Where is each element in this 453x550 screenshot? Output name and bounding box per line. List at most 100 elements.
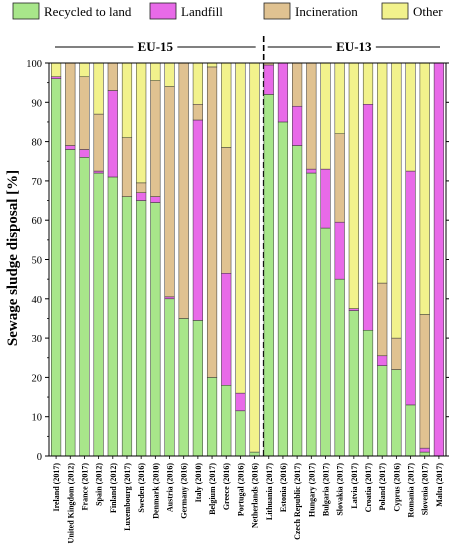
legend-label-landfill: Landfill	[181, 4, 223, 19]
bar-lithuania-2017-recycled-to-land	[263, 94, 274, 457]
bar-poland-2017-incineration	[377, 282, 388, 357]
bar-sweden-2016-other	[136, 62, 147, 184]
bar-netherlands-2016-recycled-to-land	[249, 451, 260, 457]
bar-slovakia-2017-recycled-to-land	[334, 278, 345, 457]
bar-slovenia-2017-landfill	[419, 447, 430, 453]
y-tick-label: 60	[32, 216, 43, 227]
bar-ireland-2017-recycled-to-land	[51, 78, 62, 457]
legend-label-incineration: Incineration	[295, 4, 358, 19]
bar-cyprus-2016-other	[391, 62, 402, 339]
x-tick-label: Hungary (2017)	[307, 463, 316, 517]
bar-denmark-2010-recycled-to-land	[150, 202, 161, 457]
legend-swatch-landfill	[149, 2, 177, 20]
bar-latvia-2017-landfill	[348, 308, 359, 311]
bar-spain-2012-other	[93, 62, 104, 115]
bar-italy-2010-other	[192, 62, 203, 105]
bar-slovenia-2017-recycled-to-land	[419, 451, 430, 457]
bar-romania-2017-other	[405, 62, 416, 172]
bar-denmark-2010-incineration	[150, 80, 161, 197]
plot-frame	[48, 62, 447, 457]
bar-spain-2012-landfill	[93, 170, 104, 174]
legend-label-recycled-to-land: Recycled to land	[44, 4, 132, 19]
y-tick-label: 80	[32, 138, 43, 149]
bar-united-kingdom-2012-landfill	[65, 145, 76, 150]
bar-luxembourg-2017-incineration	[121, 137, 133, 197]
x-tick-label: Slovakia (2017)	[336, 463, 345, 516]
legend: Recycled to land Landfill Incineration Othe…	[12, 2, 443, 20]
bar-portugal-2016-recycled-to-land	[235, 410, 246, 457]
bar-germany-2016-incineration	[178, 62, 189, 319]
bar-greece-2016-other	[221, 62, 232, 148]
x-tick-label: Ireland (2017)	[52, 463, 61, 512]
x-tick-label: Sweden (2016)	[137, 463, 146, 513]
x-tick-label: France (2017)	[80, 463, 89, 511]
x-tick-label: Spain (2012)	[95, 463, 104, 506]
bar-hungary-2017-incineration	[306, 62, 317, 170]
x-tick-label: Portugal (2016)	[236, 463, 245, 516]
bar-bulgaria-2017-other	[320, 62, 331, 170]
group-headers: EU-15 EU-13	[55, 36, 440, 456]
bar-portugal-2016-landfill	[235, 392, 246, 412]
x-tick-label: Latvia (2017)	[350, 463, 359, 509]
bar-italy-2010-recycled-to-land	[192, 320, 203, 457]
y-tick-label: 70	[32, 177, 43, 188]
bar-ireland-2017-other	[51, 62, 62, 78]
bar-denmark-2010-other	[150, 62, 161, 81]
x-tick-label: Poland (2017)	[378, 463, 387, 511]
x-tick-label: Netherlands (2016)	[251, 463, 260, 528]
x-tick-label: Lithuania (2017)	[265, 463, 274, 520]
x-tick-label: Estonia (2016)	[279, 463, 288, 512]
y-tick-label: 30	[32, 334, 43, 345]
bar-croatia-2017-other	[362, 62, 374, 105]
bar-austria-2016-landfill	[164, 296, 175, 300]
bar-united-kingdom-2012-incineration	[65, 62, 76, 146]
bar-spain-2012-recycled-to-land	[93, 172, 104, 457]
bar-croatia-2017-recycled-to-land	[362, 329, 374, 457]
x-tick-label: Greece (2016)	[222, 463, 231, 510]
bar-finland-2012-incineration	[107, 62, 118, 91]
bar-austria-2016-other	[164, 62, 175, 87]
bar-austria-2016-incineration	[164, 86, 175, 298]
bar-luxembourg-2017-recycled-to-land	[121, 196, 133, 457]
bar-france-2017-other	[79, 62, 90, 78]
x-tick-label: Italy (2010)	[194, 463, 203, 503]
legend-swatch-recycled-to-land	[12, 2, 40, 20]
bar-sweden-2016-recycled-to-land	[136, 200, 147, 457]
legend-swatch-incineration	[263, 2, 291, 20]
bar-slovenia-2017-incineration	[419, 314, 430, 449]
bar-bulgaria-2017-recycled-to-land	[320, 227, 331, 457]
x-tick-label: Slovenia (2017)	[421, 463, 430, 516]
group-label-eu-13: EU-13	[336, 39, 372, 54]
y-tick-label: 10	[32, 413, 43, 424]
x-tick-label: United Kingdom (2012)	[66, 463, 75, 544]
x-tick-label: Malta (2017)	[435, 463, 444, 507]
bar-slovakia-2017-incineration	[334, 133, 345, 223]
bar-romania-2017-landfill	[405, 170, 416, 406]
bar-ireland-2017-landfill	[51, 76, 62, 79]
bar-poland-2017-recycled-to-land	[377, 365, 388, 457]
bar-united-kingdom-2012-recycled-to-land	[65, 149, 76, 457]
bar-czech-republic-2017-landfill	[292, 105, 303, 146]
y-axis-label: Sewage sludge disposal [%]	[5, 170, 21, 346]
bar-cyprus-2016-recycled-to-land	[391, 369, 402, 457]
bar-romania-2017-recycled-to-land	[405, 404, 416, 457]
bar-sweden-2016-landfill	[136, 192, 147, 201]
bar-italy-2010-incineration	[192, 104, 203, 121]
x-tick-label: Finland (2012)	[109, 463, 118, 513]
bar-austria-2016-recycled-to-land	[164, 298, 175, 457]
bar-slovakia-2017-other	[334, 62, 345, 134]
bar-france-2017-landfill	[79, 149, 90, 158]
y-tick-label: 0	[37, 452, 42, 463]
y-tick-label: 90	[32, 98, 43, 109]
bar-finland-2012-recycled-to-land	[107, 176, 118, 457]
bar-sweden-2016-incineration	[136, 182, 147, 193]
bar-croatia-2017-landfill	[362, 104, 374, 331]
bar-italy-2010-landfill	[192, 119, 203, 321]
bar-poland-2017-other	[377, 62, 388, 284]
y-tick-label: 100	[26, 59, 42, 70]
bar-netherlands-2016-other	[249, 62, 260, 453]
bar-czech-republic-2017-incineration	[292, 62, 303, 107]
y-tick-label: 50	[32, 256, 43, 267]
plot-area: 0 10 20 30 40 50 60 70 80 90 100 Ireland (2017) Unit…	[26, 59, 449, 543]
